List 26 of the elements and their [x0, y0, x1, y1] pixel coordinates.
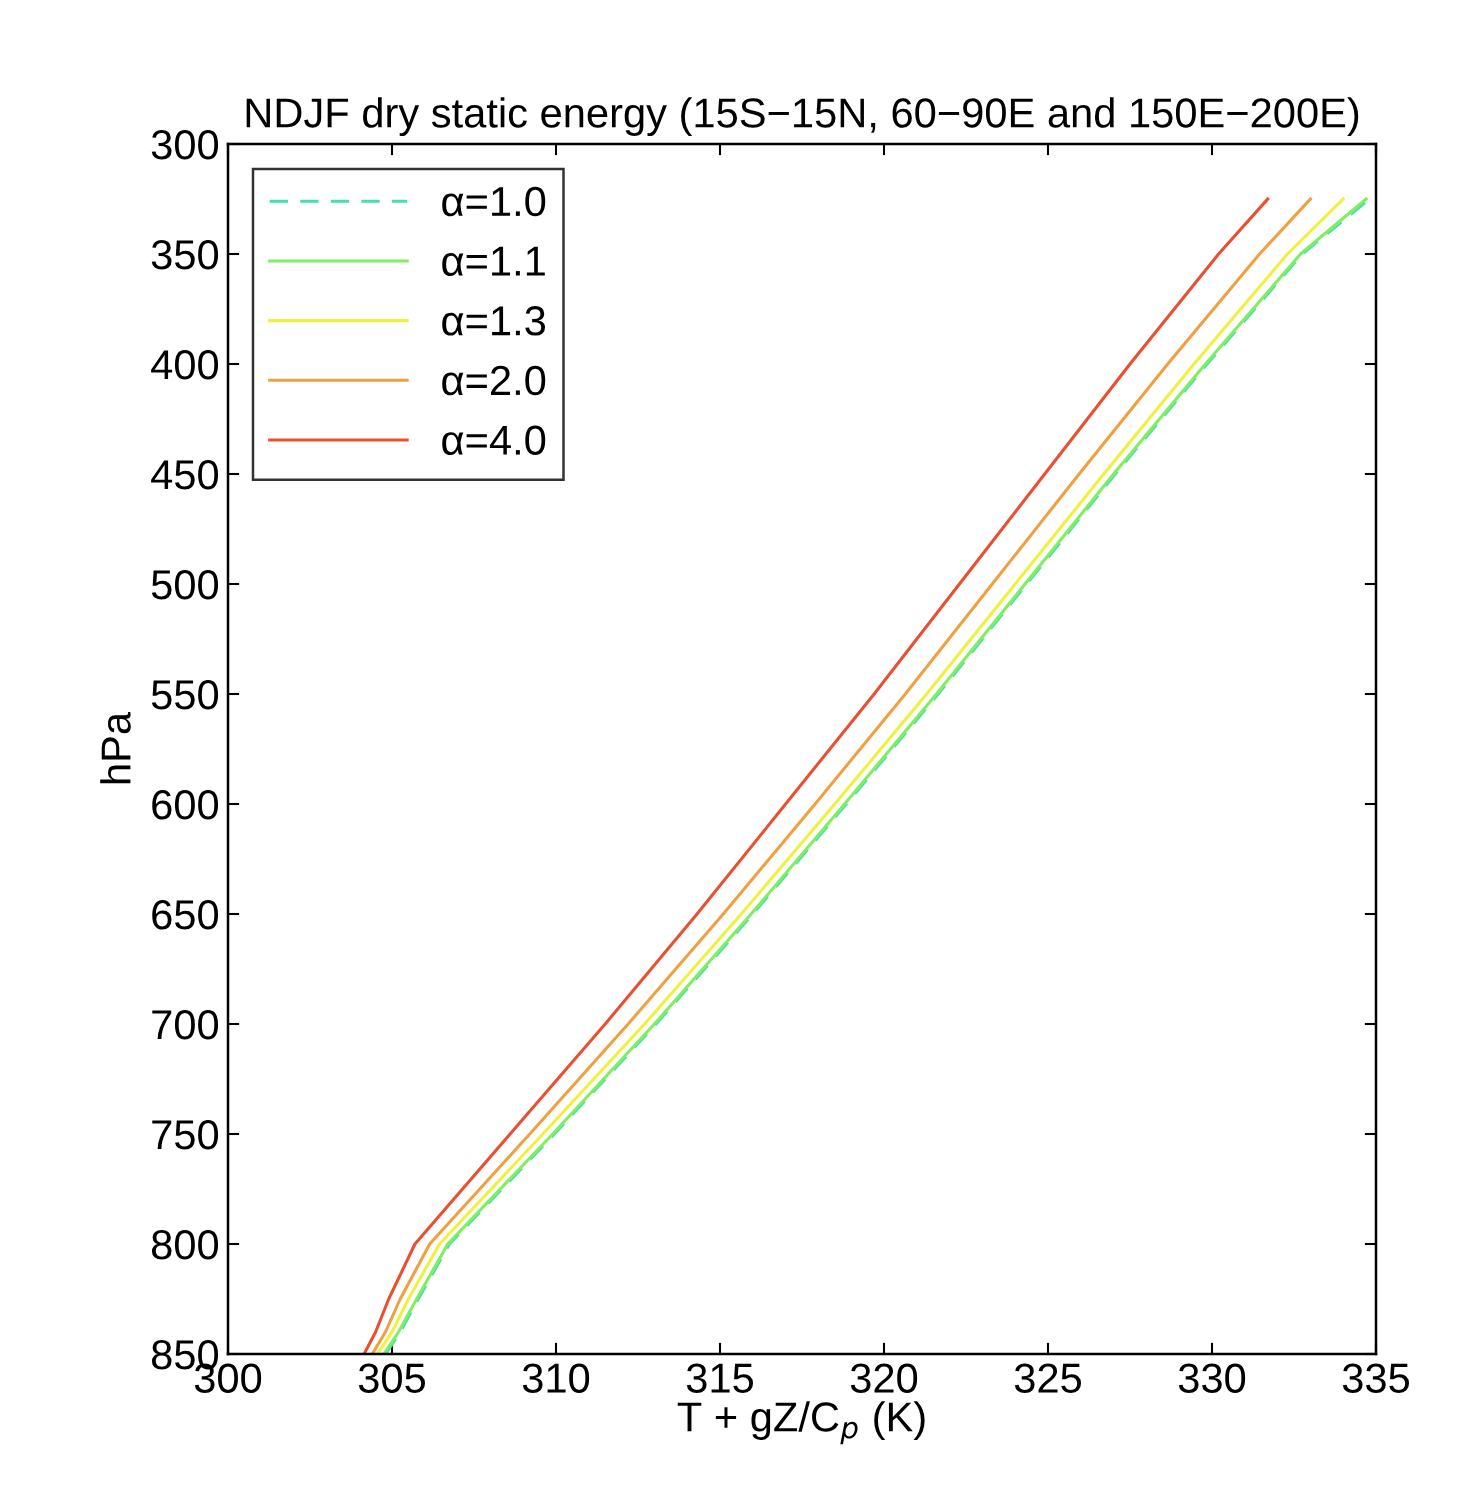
y-tick-label: 450 [151, 460, 219, 490]
x-tick-label: 335 [1342, 1363, 1410, 1393]
x-tick-label: 320 [850, 1363, 918, 1393]
x-tick-label: 330 [1178, 1363, 1246, 1393]
legend-label: α=1.1 [442, 246, 545, 276]
y-axis-title: hPa [100, 711, 131, 784]
legend-label: α=2.0 [442, 365, 546, 396]
y-tick-label: 500 [151, 570, 219, 600]
y-tick-label: 600 [152, 790, 219, 820]
legend-label: α=1.0 [442, 186, 546, 217]
y-tick-label: 400 [151, 350, 219, 380]
x-tick-label: 310 [522, 1363, 590, 1393]
y-tick-label: 800 [151, 1230, 219, 1260]
x-axis-title: T + gZ/C$_{p}$ (K) [677, 1401, 925, 1445]
y-tick-label: 700 [152, 1010, 219, 1040]
y-tick-label: 550 [151, 680, 219, 710]
x-tick-label: 315 [686, 1363, 754, 1393]
x-tick-label: 305 [358, 1363, 426, 1393]
y-tick-label: 300 [151, 130, 219, 160]
y-tick-label: 650 [152, 900, 219, 930]
y-tick-label: 350 [151, 240, 219, 270]
legend-label: α=1.3 [442, 306, 546, 336]
chart-title: NDJF dry static energy (15S−15N, 60−90E and 150E−200E) [246, 97, 1359, 136]
legend-label: α=4.0 [442, 425, 546, 455]
y-tick-label: 750 [152, 1120, 219, 1150]
x-tick-label: 325 [1014, 1363, 1082, 1393]
